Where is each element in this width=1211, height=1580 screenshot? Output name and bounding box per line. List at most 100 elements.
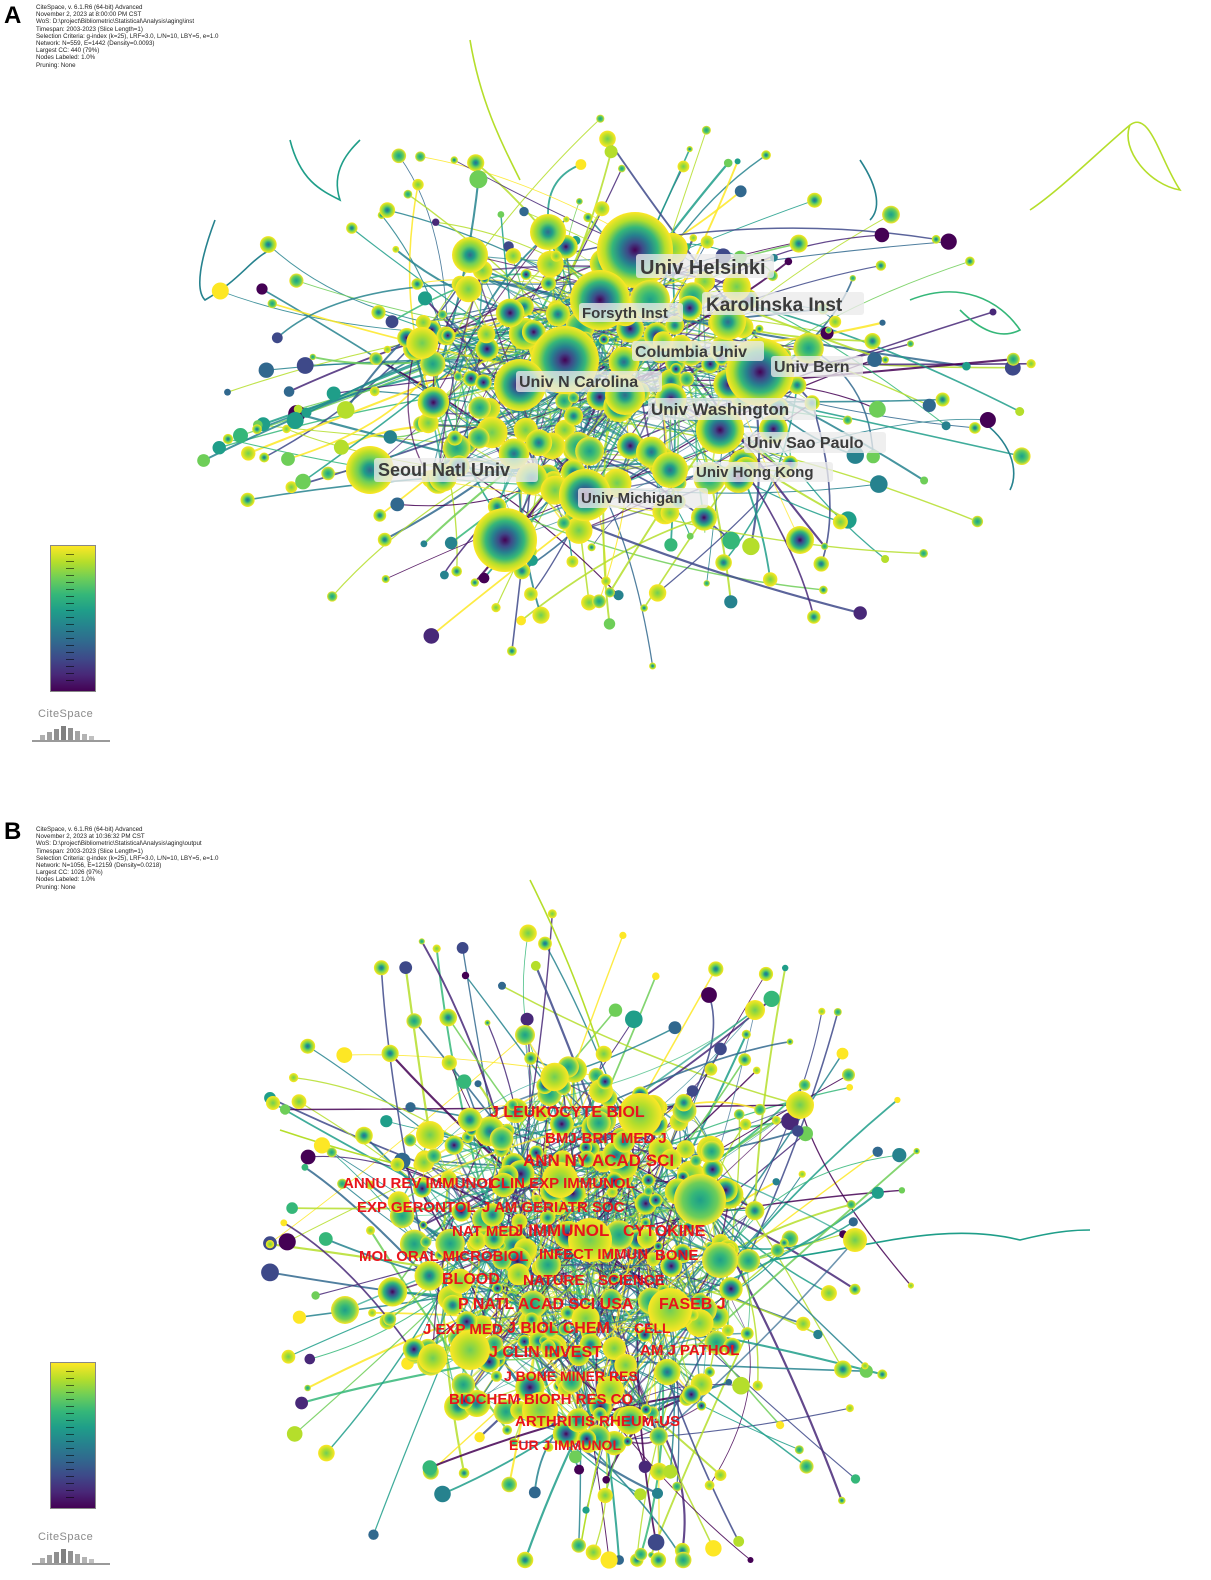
network-node [515, 1025, 535, 1045]
network-node [457, 1074, 472, 1089]
network-node [861, 1362, 869, 1370]
network-node [281, 1349, 296, 1364]
meta-line: Network: N=559, E=1442 (Density=0.0093) [36, 39, 155, 47]
network-node [989, 308, 997, 316]
node-label: J LEUKOCYTE BIOL [490, 1104, 645, 1121]
network-node [259, 452, 270, 463]
network-node [544, 1442, 554, 1452]
network-edge [269, 1271, 451, 1300]
node-label: J BIOL CHEM [507, 1320, 610, 1337]
network-node [491, 1172, 516, 1198]
network-node [597, 1487, 613, 1504]
network-node [686, 532, 694, 540]
network-node [415, 151, 426, 162]
network-node [872, 1146, 883, 1157]
network-node [681, 1385, 701, 1404]
node-label: Univ Sao Paulo [744, 432, 886, 453]
network-node [241, 446, 256, 461]
network-node [842, 1068, 855, 1082]
network-node [849, 1283, 861, 1295]
network-edge [659, 1101, 761, 1118]
network-node [1015, 407, 1025, 416]
network-node [820, 1285, 837, 1302]
network-node [456, 942, 469, 954]
network-node [530, 960, 541, 971]
network-node [365, 1180, 375, 1190]
network-node [714, 1042, 727, 1056]
network-node [583, 212, 593, 223]
network-node [758, 966, 774, 982]
network-node [300, 1038, 316, 1054]
network-node [637, 1228, 657, 1249]
network-node [742, 537, 760, 556]
network-node [794, 1445, 804, 1455]
network-node [798, 1170, 806, 1178]
network-node [327, 591, 338, 602]
network-node [426, 1148, 442, 1164]
network-node [516, 1551, 534, 1569]
network-nodes-a [197, 114, 1036, 670]
network-node [435, 1228, 465, 1259]
network-node [441, 329, 455, 342]
network-node [461, 971, 470, 980]
network-edge [753, 967, 787, 1211]
network-node [608, 1003, 623, 1017]
network-node [881, 555, 890, 563]
meta-line: Nodes Labeled: 1.0% [36, 876, 96, 884]
network-node [373, 509, 387, 522]
network-node [519, 206, 529, 217]
node-label: BIOCHEM BIOPH RES CO [449, 1391, 634, 1408]
network-node [745, 1000, 765, 1020]
network-node [420, 540, 428, 548]
network-node [833, 1008, 842, 1016]
network-node [701, 987, 717, 1003]
network-node [442, 1294, 464, 1316]
network-node [606, 1172, 624, 1190]
network-node [383, 1312, 397, 1326]
network-node [786, 1091, 814, 1119]
network-node [739, 1118, 752, 1130]
network-node [640, 1217, 651, 1228]
network-node [798, 1079, 811, 1091]
network-node [920, 476, 929, 485]
network-node [256, 283, 268, 295]
network-node [419, 1221, 428, 1230]
network-edge [709, 1333, 751, 1486]
network-node [647, 1534, 665, 1551]
network-node [212, 441, 226, 455]
network-node [649, 1193, 663, 1207]
network-edge [501, 985, 801, 1106]
network-node [637, 1327, 652, 1342]
network-node [869, 400, 886, 418]
network-node [564, 406, 584, 426]
network-node [792, 1125, 804, 1137]
network-node [197, 454, 211, 467]
network-edge [520, 516, 705, 622]
network-node [453, 372, 463, 381]
network-edge [658, 1239, 856, 1437]
network-edge [588, 1150, 918, 1445]
network-node [530, 214, 566, 250]
svg-text:Seoul Natl Univ: Seoul Natl Univ [378, 460, 510, 480]
network-node [772, 1178, 780, 1186]
network-node [871, 1186, 884, 1199]
network-node [309, 353, 316, 361]
network-node [265, 1240, 275, 1249]
network-edge [293, 1076, 509, 1176]
node-label: MOL ORAL MICROBIOL [359, 1248, 528, 1265]
network-node [881, 356, 890, 364]
network-node [441, 1055, 457, 1071]
network-node [457, 1107, 482, 1132]
network-node [501, 1476, 517, 1493]
network-node [451, 1373, 476, 1397]
network-edge [432, 1178, 450, 1359]
network-node [843, 415, 853, 425]
meta-line: Selection Criteria: g-index (k=25), LRF=… [36, 32, 219, 40]
network-node [377, 532, 392, 547]
network-node [613, 1130, 635, 1153]
network-node [509, 1438, 518, 1447]
network-node [736, 1249, 761, 1273]
network-node [413, 1179, 432, 1198]
network-node [577, 1429, 597, 1449]
meta-line: WoS: D:\project\Bibliometric\Statistical… [36, 18, 195, 26]
